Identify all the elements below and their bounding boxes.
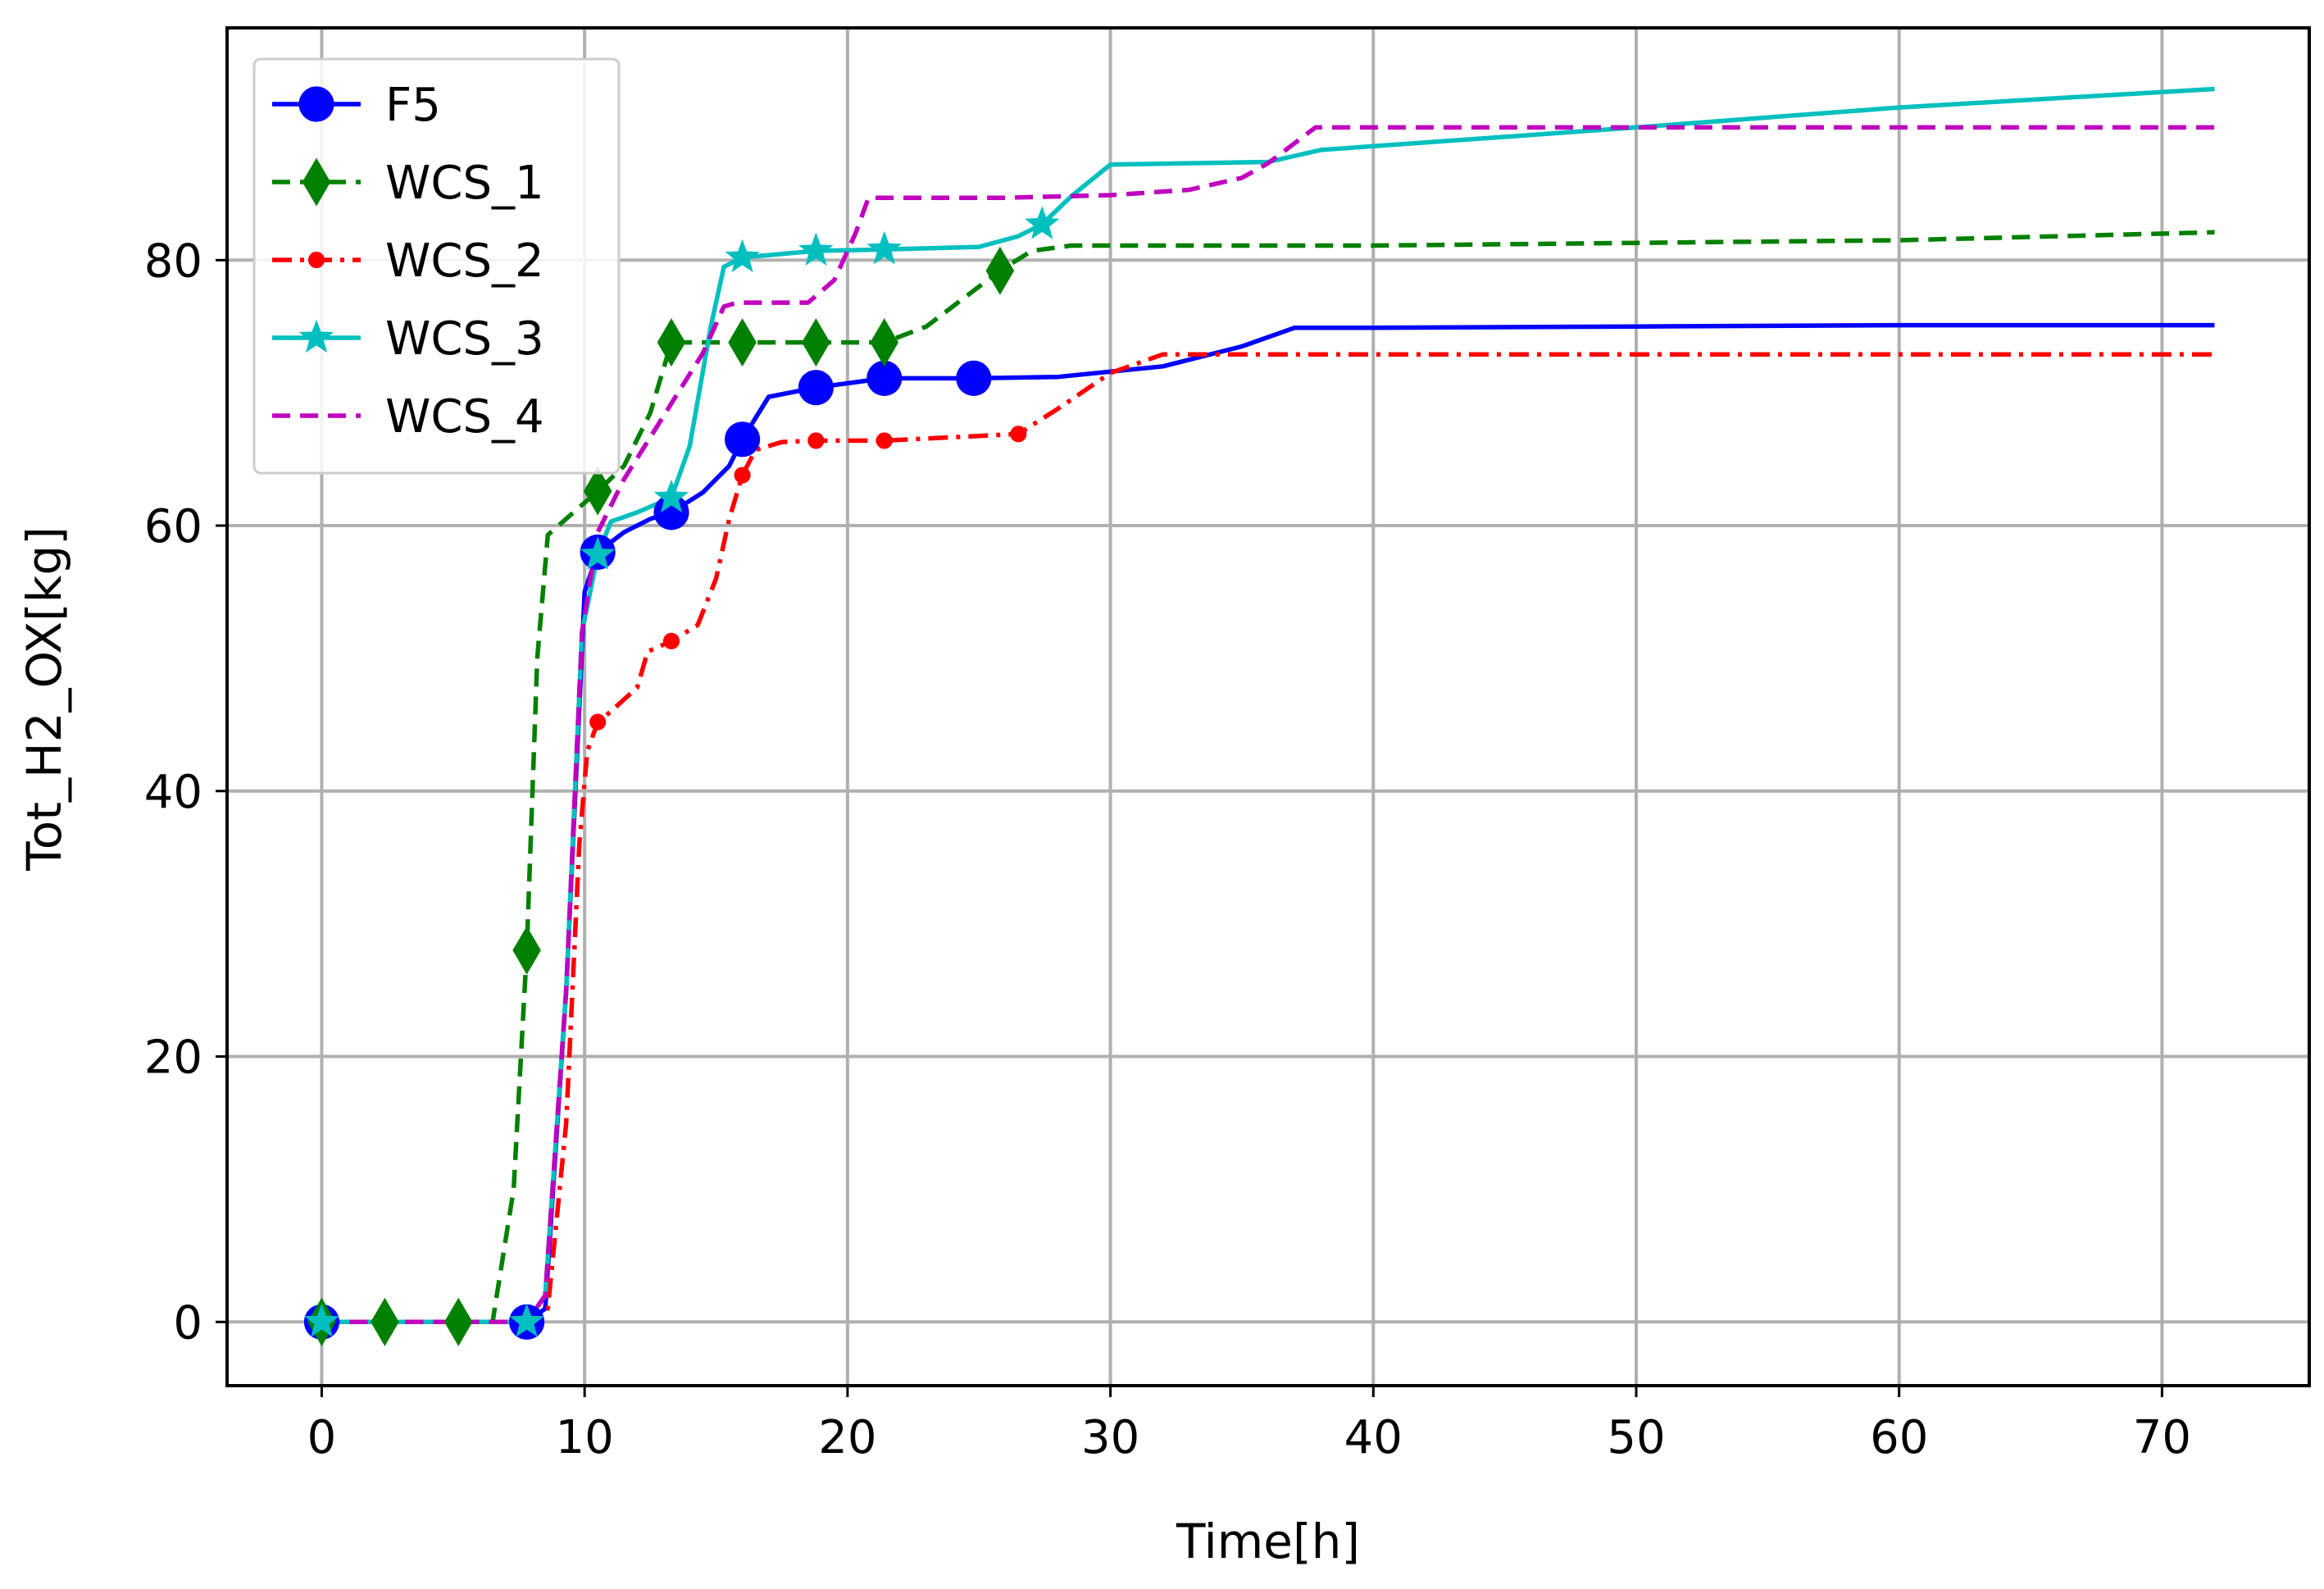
y-tick-label: 0 xyxy=(173,1296,202,1350)
x-tick-label: 70 xyxy=(2133,1411,2191,1464)
data-point-wcs-1 xyxy=(985,246,1015,295)
data-point-wcs-3 xyxy=(1025,206,1060,239)
legend-marker xyxy=(298,319,334,353)
y-tick-label: 40 xyxy=(144,766,202,819)
series-line-wcs-2 xyxy=(321,352,2215,1325)
legend-marker xyxy=(302,157,331,207)
data-point-wcs-3 xyxy=(304,1304,339,1337)
x-tick-label: 60 xyxy=(1870,1411,1928,1464)
y-axis-ticks: 0 20 40 60 80 xyxy=(144,234,227,1350)
y-axis-label: Tot_H2_OX[kg] xyxy=(16,526,72,872)
data-point-wcs-3 xyxy=(725,239,760,273)
data-point-f5 xyxy=(866,360,903,396)
data-point-wcs-1 xyxy=(728,318,757,367)
data-point-wcs-2 xyxy=(1010,426,1027,443)
data-point-f5 xyxy=(724,421,761,458)
data-point-wcs-1 xyxy=(870,318,899,367)
y-tick-label: 20 xyxy=(144,1031,202,1085)
y-tick-label: 60 xyxy=(144,500,202,553)
data-point-wcs-2 xyxy=(807,432,825,449)
legend: F5 WCS_1 WCS_2 WCS_3 WCS_4 xyxy=(252,57,621,475)
x-tick-label: 20 xyxy=(818,1411,876,1464)
x-tick-label: 10 xyxy=(556,1411,614,1464)
legend-label: WCS_4 xyxy=(385,390,544,444)
data-point-wcs-2 xyxy=(662,632,680,649)
legend-marker xyxy=(298,86,334,122)
legend-label: F5 xyxy=(385,79,441,132)
series-line-wcs-4 xyxy=(321,125,2215,1325)
legend-label: WCS_1 xyxy=(385,157,544,210)
x-tick-label: 30 xyxy=(1081,1411,1139,1464)
data-point-wcs-3 xyxy=(509,1304,544,1337)
data-point-wcs-1 xyxy=(802,318,830,367)
data-point-wcs-2 xyxy=(875,432,893,449)
data-point-wcs-1 xyxy=(512,926,541,975)
data-point-wcs-1 xyxy=(371,1297,399,1346)
y-tick-label: 80 xyxy=(144,234,202,288)
x-axis-label: Time[h] xyxy=(1176,1514,1360,1569)
data-point-wcs-1 xyxy=(443,1297,473,1346)
data-point-wcs-3 xyxy=(653,479,689,513)
data-point-wcs-2 xyxy=(589,713,607,731)
series-lines xyxy=(321,86,2215,1325)
legend-marker xyxy=(307,251,325,269)
series-markers xyxy=(303,206,1060,1346)
data-point-wcs-1 xyxy=(583,467,612,516)
legend-box xyxy=(252,57,621,475)
x-tick-label: 0 xyxy=(307,1411,337,1464)
x-axis-ticks: 0 10 20 30 40 50 60 70 xyxy=(307,1386,2191,1464)
x-tick-label: 40 xyxy=(1344,1411,1403,1464)
plot-frame xyxy=(225,26,2311,1387)
data-point-wcs-3 xyxy=(866,231,902,265)
data-point-wcs-2 xyxy=(734,467,751,484)
data-point-f5 xyxy=(798,370,834,406)
data-point-wcs-1 xyxy=(657,318,686,367)
series-line-wcs-1 xyxy=(321,230,2215,1325)
data-point-f5 xyxy=(653,494,689,530)
data-point-wcs-3 xyxy=(580,536,616,570)
legend-label: WCS_2 xyxy=(385,234,544,288)
data-point-wcs-3 xyxy=(798,232,834,266)
x-tick-label: 50 xyxy=(1607,1411,1665,1464)
legend-label: WCS_3 xyxy=(385,312,544,366)
data-point-f5 xyxy=(956,360,992,396)
